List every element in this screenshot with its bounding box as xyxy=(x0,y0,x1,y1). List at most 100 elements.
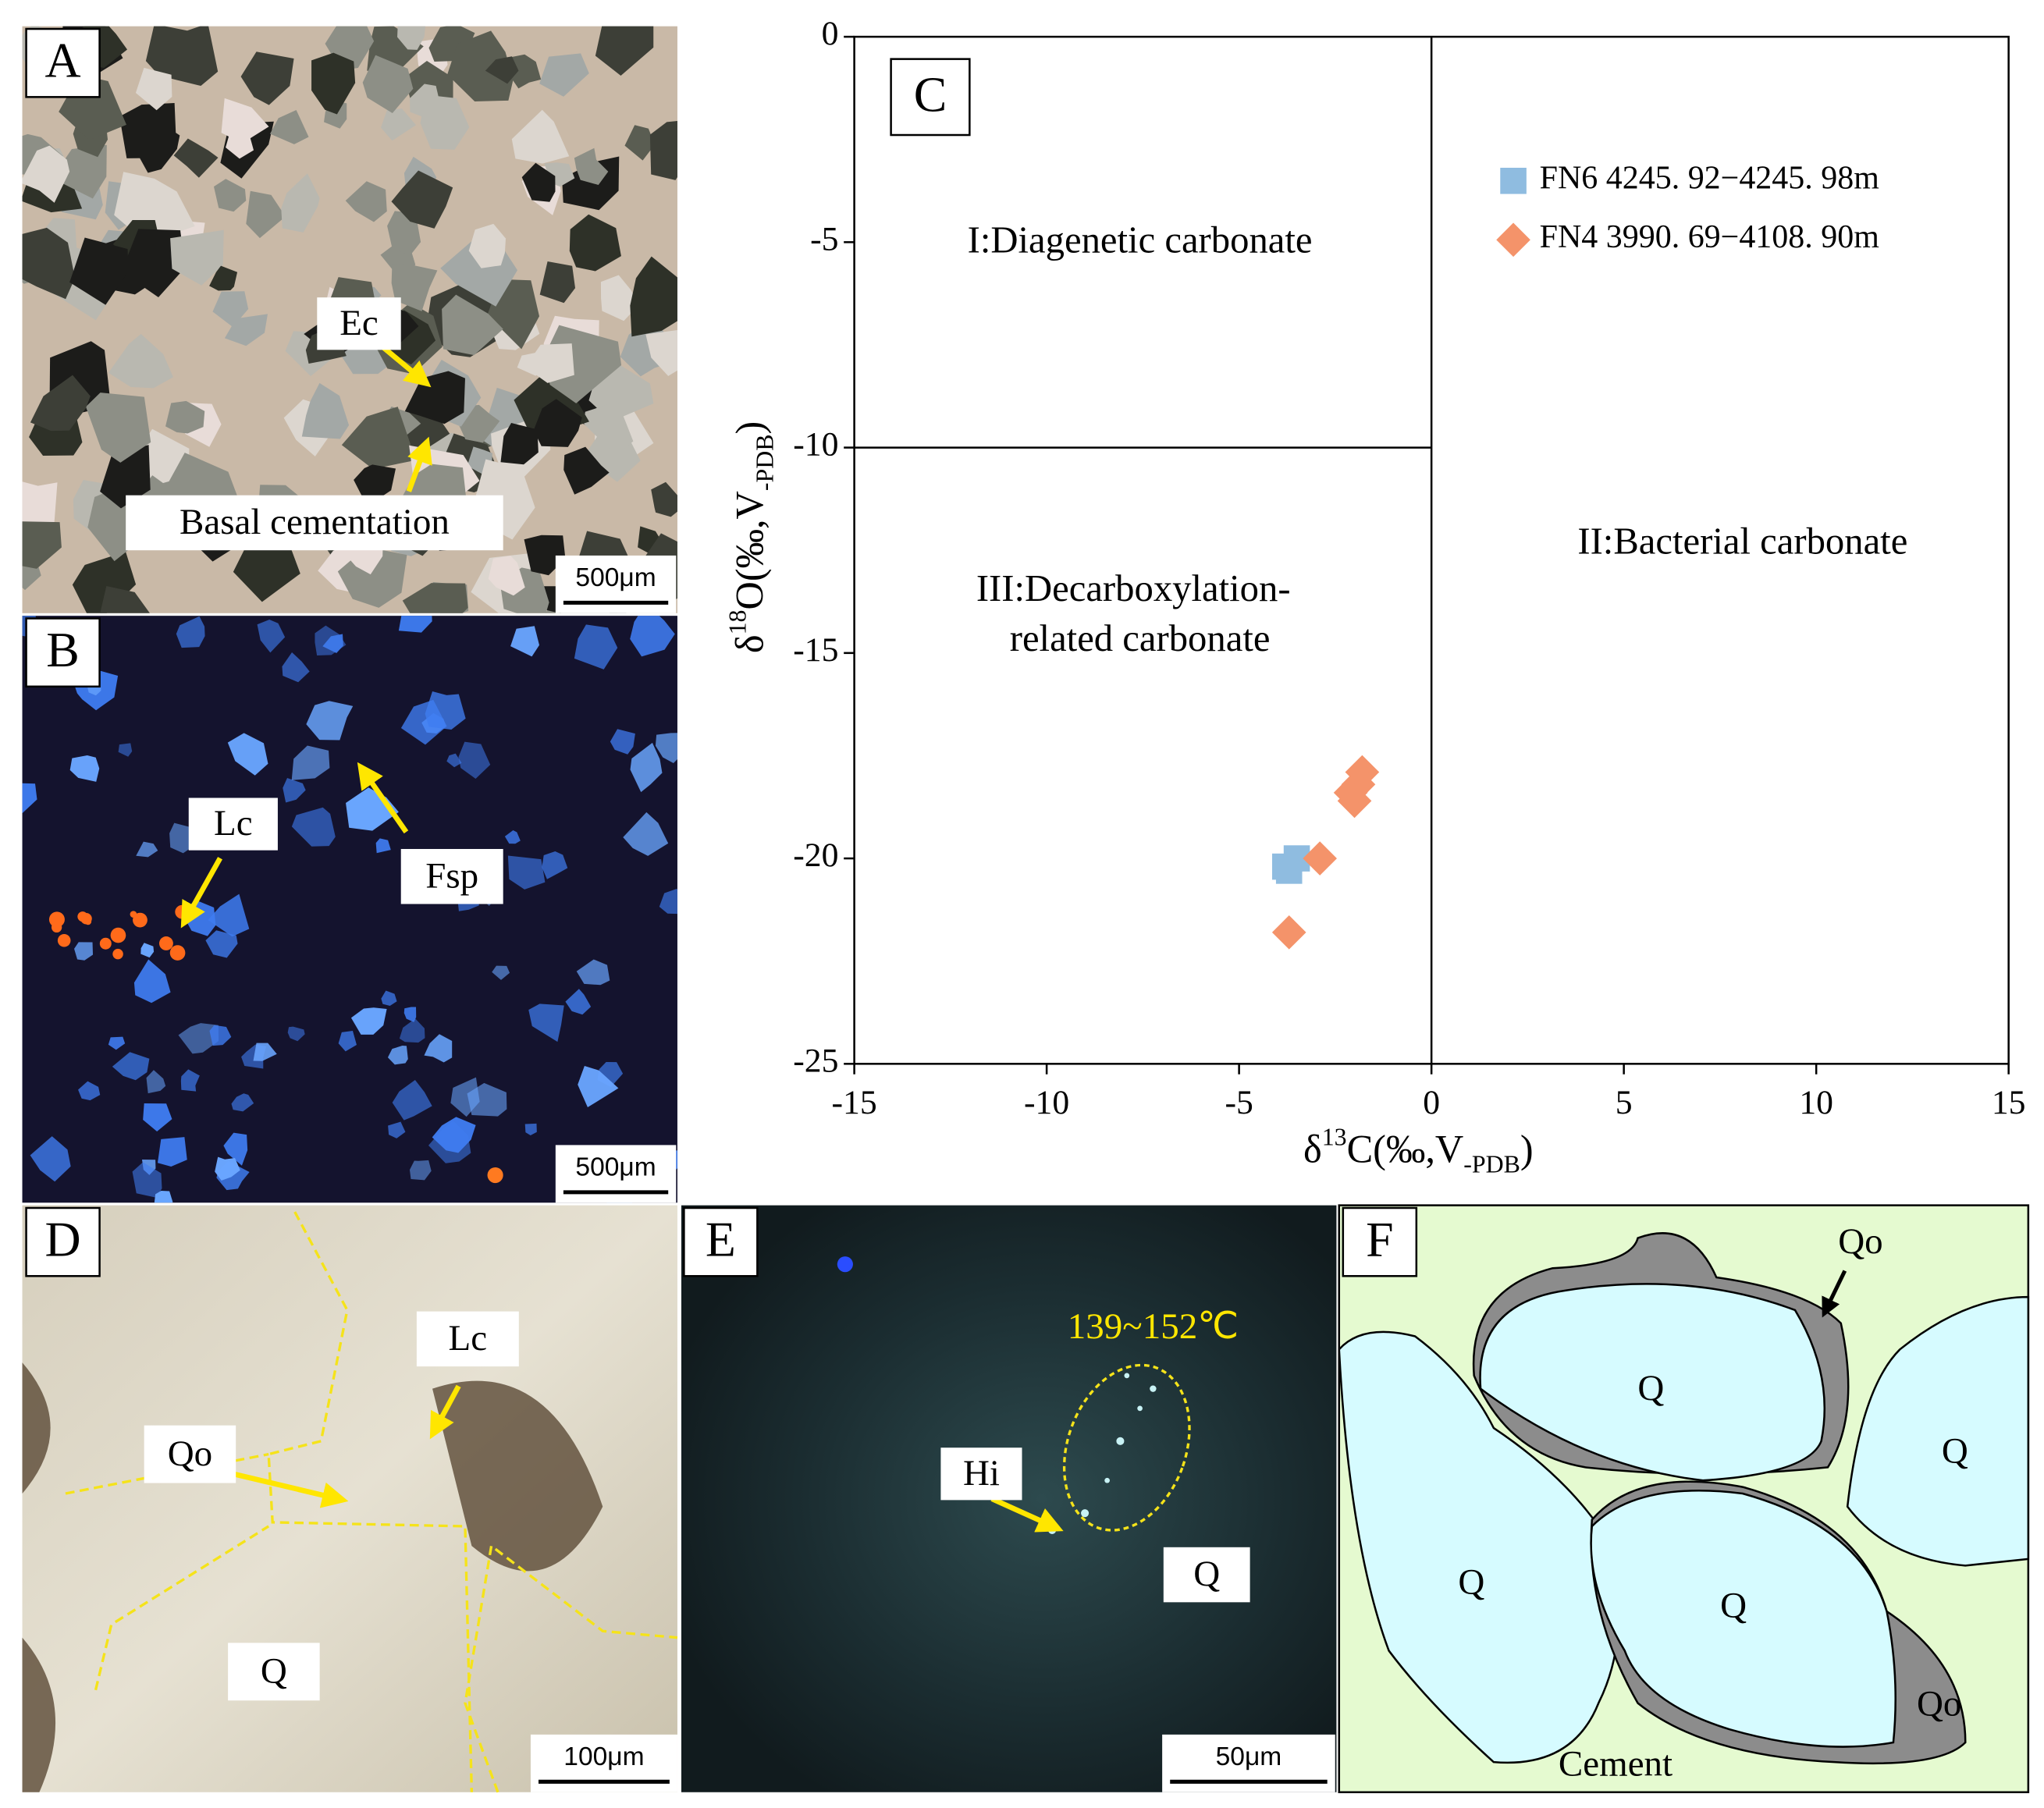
grain xyxy=(143,1103,172,1131)
annotation: Q xyxy=(1193,1554,1220,1594)
grain xyxy=(77,911,88,922)
grain xyxy=(345,181,387,222)
grain xyxy=(630,616,675,657)
legend-marker xyxy=(1496,222,1530,258)
grain xyxy=(283,777,306,803)
grain xyxy=(391,170,453,229)
annotation: Fsp xyxy=(425,855,478,896)
grain xyxy=(381,108,417,141)
label-box xyxy=(144,1425,236,1483)
grain xyxy=(467,1082,507,1117)
photo-b xyxy=(22,616,677,1203)
quartz xyxy=(1479,1283,1825,1482)
grain xyxy=(99,937,112,950)
x-tick-label: -5 xyxy=(1225,1084,1253,1121)
grain xyxy=(291,807,336,847)
grain xyxy=(224,314,268,346)
grain xyxy=(51,922,62,933)
grain xyxy=(574,147,609,185)
arrow xyxy=(406,436,432,492)
annotation: Q xyxy=(1720,1586,1747,1626)
label-box xyxy=(940,1447,1022,1501)
annotation: Basal cementation xyxy=(180,502,450,542)
annotation: Q xyxy=(1637,1368,1664,1408)
grain xyxy=(146,1070,166,1094)
quartz xyxy=(1338,1330,1620,1764)
label-box xyxy=(416,1311,519,1367)
label-box xyxy=(400,848,503,904)
arrow xyxy=(1822,1270,1847,1318)
annotation: Ec xyxy=(339,303,379,343)
grain xyxy=(227,733,268,776)
grain xyxy=(209,265,238,291)
arrow xyxy=(429,1384,461,1440)
grain xyxy=(630,742,663,793)
ylabel: δ18O(‰,V-PDB) xyxy=(723,421,778,653)
annotation: Qo xyxy=(1917,1683,1961,1724)
grain xyxy=(488,556,525,596)
grain xyxy=(170,229,224,286)
grain xyxy=(542,851,568,879)
grain xyxy=(458,741,491,780)
xlabel: δ13C(‰,V-PDB) xyxy=(1303,1123,1534,1178)
grain xyxy=(392,1079,432,1121)
grain xyxy=(215,1156,240,1181)
label-box xyxy=(228,1643,320,1701)
region-label: I:Diagenetic carbonate xyxy=(968,219,1313,261)
y-tick-label: -15 xyxy=(793,631,838,669)
x-tick-label: 5 xyxy=(1616,1084,1633,1121)
grain xyxy=(403,1007,417,1022)
grain xyxy=(253,1043,277,1061)
annotation: Cement xyxy=(1559,1744,1673,1785)
grain xyxy=(424,1034,453,1063)
scale-bar-label: 500μm xyxy=(575,1153,656,1182)
grain xyxy=(468,223,507,268)
grain xyxy=(121,229,186,298)
grain xyxy=(600,275,639,321)
x-tick-label: 0 xyxy=(1423,1084,1440,1121)
annotation: Q xyxy=(1458,1561,1484,1602)
region-label: III:Decarboxylation- xyxy=(976,567,1291,609)
arrow xyxy=(180,857,222,929)
panel-label: D xyxy=(45,1212,81,1267)
grain xyxy=(69,237,129,305)
ylabel-part: ) xyxy=(727,421,771,435)
legend-label: FN4 3990. 69−4108. 90m xyxy=(1540,219,1879,255)
legend-label: FN6 4245. 92−4245. 98m xyxy=(1540,160,1879,196)
grain xyxy=(509,54,542,89)
grain xyxy=(362,55,414,113)
arrow xyxy=(378,343,432,388)
annotation: Qo xyxy=(168,1433,212,1474)
grain xyxy=(387,1045,408,1065)
grain xyxy=(521,162,556,202)
arrow xyxy=(357,762,409,834)
label-box xyxy=(126,495,503,551)
grain xyxy=(108,334,173,389)
grain xyxy=(565,989,592,1015)
y-tick-label: -10 xyxy=(793,426,838,464)
grain xyxy=(659,889,677,915)
region-label: related carbonate xyxy=(1010,617,1271,659)
grain xyxy=(145,26,219,87)
grain xyxy=(306,701,354,741)
grain xyxy=(180,1069,200,1092)
grain xyxy=(584,401,634,454)
grain xyxy=(578,1066,619,1108)
grain xyxy=(524,1123,537,1135)
panel-label: B xyxy=(46,622,80,677)
label-box xyxy=(25,617,101,688)
grain xyxy=(301,382,350,439)
grains xyxy=(22,616,677,1203)
grain xyxy=(446,753,462,768)
quartz xyxy=(1846,1295,2030,1567)
x-tick-label: 15 xyxy=(1992,1084,2026,1121)
grain xyxy=(402,583,468,613)
grain xyxy=(48,911,65,928)
grain xyxy=(136,841,158,858)
panel-label: E xyxy=(706,1212,736,1267)
point xyxy=(1271,915,1306,950)
grain xyxy=(136,121,180,173)
grain xyxy=(655,733,677,764)
ylabel-part: δ xyxy=(727,634,771,653)
grain xyxy=(223,1132,248,1166)
